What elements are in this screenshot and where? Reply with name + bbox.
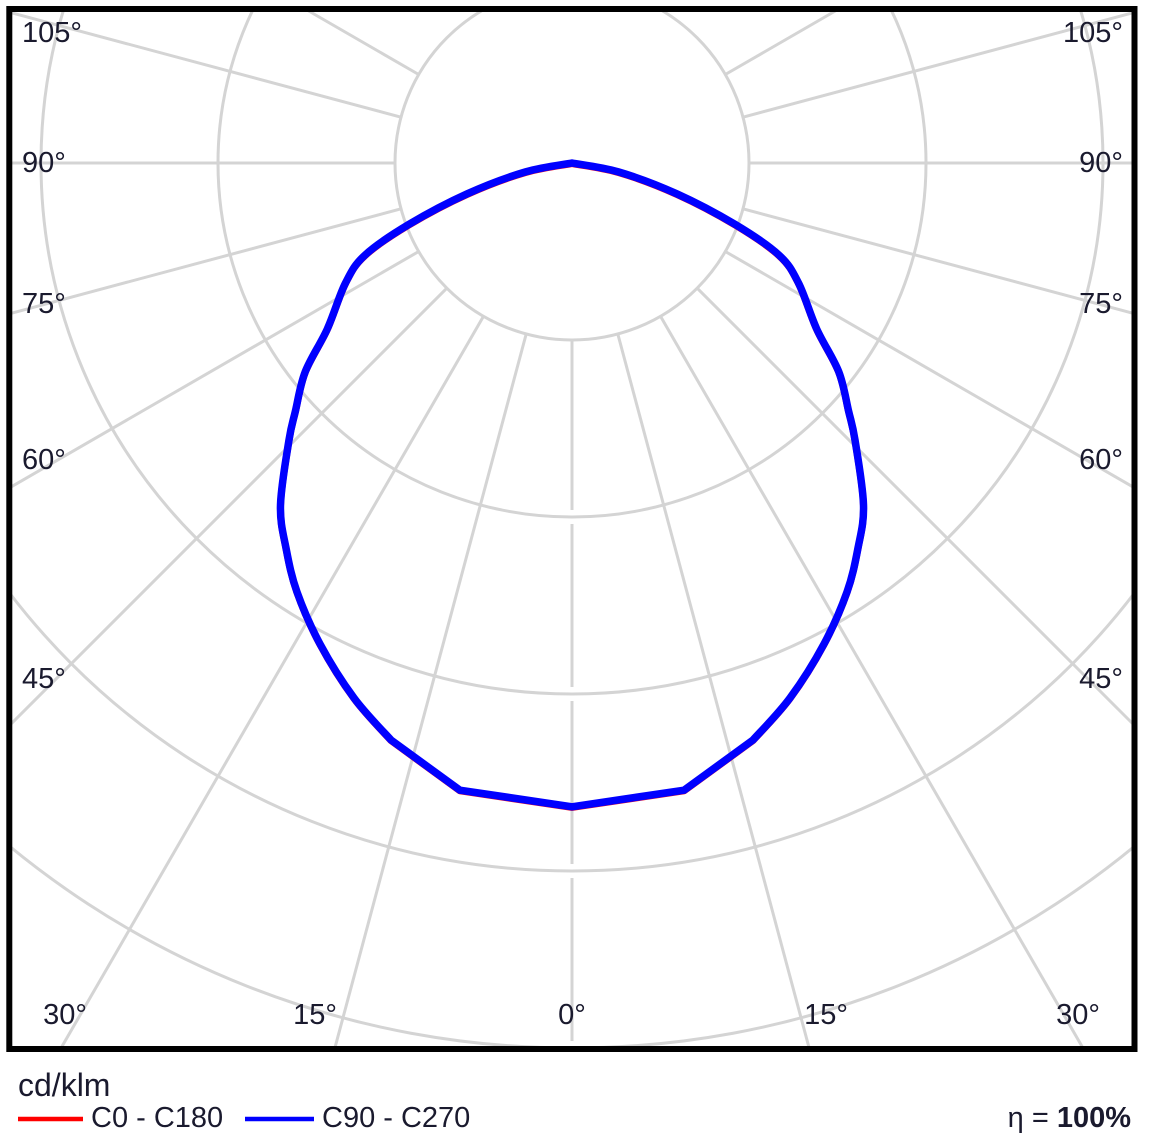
- svg-text:75°: 75°: [1079, 288, 1123, 320]
- svg-text:105°: 105°: [22, 17, 82, 49]
- svg-text:30°: 30°: [1056, 999, 1100, 1031]
- svg-text:15°: 15°: [804, 999, 848, 1031]
- svg-text:60°: 60°: [22, 444, 66, 476]
- svg-text:15°: 15°: [293, 999, 337, 1031]
- svg-text:90°: 90°: [1079, 147, 1123, 179]
- svg-text:90°: 90°: [22, 147, 66, 179]
- svg-text:60°: 60°: [1079, 444, 1123, 476]
- svg-text:105°: 105°: [1063, 17, 1123, 49]
- svg-text:0°: 0°: [558, 999, 586, 1031]
- svg-text:C90 - C270: C90 - C270: [322, 1102, 470, 1134]
- svg-text:75°: 75°: [22, 288, 66, 320]
- svg-text:30°: 30°: [43, 999, 87, 1031]
- svg-text:cd/klm: cd/klm: [18, 1067, 110, 1103]
- svg-text:45°: 45°: [1079, 663, 1123, 695]
- svg-text:C0 - C180: C0 - C180: [91, 1102, 223, 1134]
- svg-text:45°: 45°: [22, 663, 66, 695]
- svg-text:η = 100%: η = 100%: [1008, 1102, 1132, 1134]
